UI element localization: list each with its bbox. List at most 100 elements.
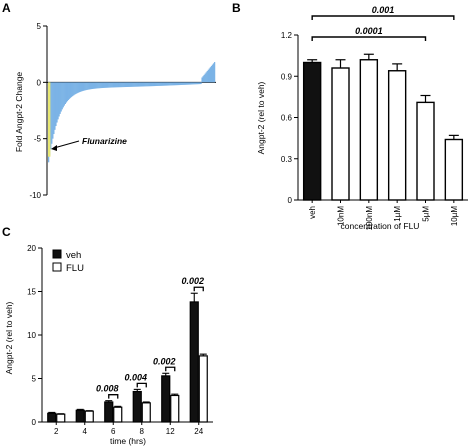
panel-a-y-tick-label: -5 [34,135,42,144]
panel-b-x-tick-label: 100nM [365,206,374,231]
panel-a-bar [160,82,163,86]
panel-a-bar [84,82,86,91]
panel-c-p-value: 0.002 [153,356,176,366]
panel-a-bar [102,82,104,88]
panel-a-bar [174,82,176,86]
panel-a-bar [56,82,58,123]
panel-a-bar [94,82,97,89]
panel-b-y-label: Angpt-2 (rel to veh) [256,81,266,154]
panel-a-bar [144,82,146,87]
panel-c-bracket [193,286,204,292]
panel-a-bar [54,82,56,130]
panel-a-bar [81,82,83,92]
panel-a-bar [150,82,152,87]
panel-a-bar [192,82,194,85]
panel-a-bar [85,82,87,91]
panel-a-bar [184,82,187,85]
panel-a-y-tick-label: 5 [37,22,42,31]
panel-a-bar [173,82,175,86]
panel-a-bar [77,82,79,93]
panel-a-bar [93,82,96,89]
panel-a-bar [179,82,181,86]
panel-a-bar [177,82,179,86]
panel-a-bar [182,82,184,85]
panel-a-bar [106,82,108,88]
panel-a-bar [157,82,159,86]
panel-a-bar [137,82,140,87]
panel-a-arrow-head [51,145,57,151]
panel-a-bar [96,82,98,89]
panel-a-bar [68,82,71,99]
panel-c-y-tick-label: 5 [32,375,37,384]
panel-a-bar [62,82,64,108]
panel-a-bar [155,82,157,87]
panel-a-bar [57,82,59,120]
panel-b-bar [359,59,379,201]
panel-a-bar [53,82,55,135]
panel-a-highlight-bar [48,82,51,157]
panel-a-bar [200,82,202,85]
panel-a-bar [210,65,213,83]
panel-a-bar [196,82,198,85]
panel-a-bar [120,82,122,88]
panel-a-bar [83,82,85,91]
panel-a-bar [139,82,142,87]
panel-a-bar [123,82,125,88]
panel-a-bar [187,82,190,85]
panel-a-bar [61,82,63,110]
panel-a-bar [66,82,69,102]
panel-a-bar [108,82,110,88]
panel-c-x-tick-label: 24 [194,427,203,436]
panel-c-bar-veh [47,412,57,423]
panel-a-bar [126,82,128,87]
panel-a-bar [87,82,89,90]
panel-a-bar [164,82,167,86]
panel-b-y-tick-label: 0.9 [281,72,293,81]
panel-a-bar [69,82,72,98]
panel-c-legend-veh: veh [66,250,81,261]
panel-a-bar [197,82,199,85]
panel-a-bar [204,73,206,83]
panel-a-bar [78,82,80,93]
panel-a-bar [70,82,73,97]
panel-c-y-tick-label: 0 [32,418,37,427]
panel-a-bar [171,82,173,86]
panel-b-bracket [311,15,455,20]
panel-a-bar [114,82,117,88]
panel-a-bar [172,82,174,86]
panel-a-bar [165,82,168,86]
panel-b-x-tick-label: 10µM [450,206,459,227]
panel-c-p-value: 0.008 [96,384,119,394]
panel-a-bar [208,68,211,83]
panel-a-bar [59,82,61,114]
panel-a-bar [129,82,131,87]
panel-a-bar [213,62,216,83]
panel-a-bar [55,82,57,127]
panel-b-bar [302,61,322,201]
panel-a-bar [117,82,120,88]
panel-a-bar [151,82,153,87]
panel-a-bar [100,82,102,89]
panel-a-bar [161,82,164,86]
panel-a-bar [116,82,119,88]
panel-a-bar [211,64,214,83]
panel-a-bar [154,82,156,87]
panel-c-bar-flu [56,413,66,423]
panel-a-bar [146,82,148,87]
panel-a-bar [188,82,191,85]
panel-b-x-tick-label: 10nM [337,206,346,226]
panel-a-bar [67,82,70,100]
panel-a-bar [202,76,204,83]
panel-a-bar [74,82,76,95]
panel-c-bar-flu [84,410,94,423]
panel-a-bar [125,82,127,88]
panel-a-bar [91,82,94,89]
panel-b-y-tick-label: 1.2 [281,31,293,40]
panel-a-bar [135,82,137,87]
panel-a-y-label: Fold Angpt-2 Change [14,72,24,153]
panel-a-bar [88,82,90,90]
panel-a-bar [109,82,111,88]
panel-a-bar [107,82,109,88]
panel-a-bar [183,82,185,85]
panel-c-bar-flu [198,355,208,423]
